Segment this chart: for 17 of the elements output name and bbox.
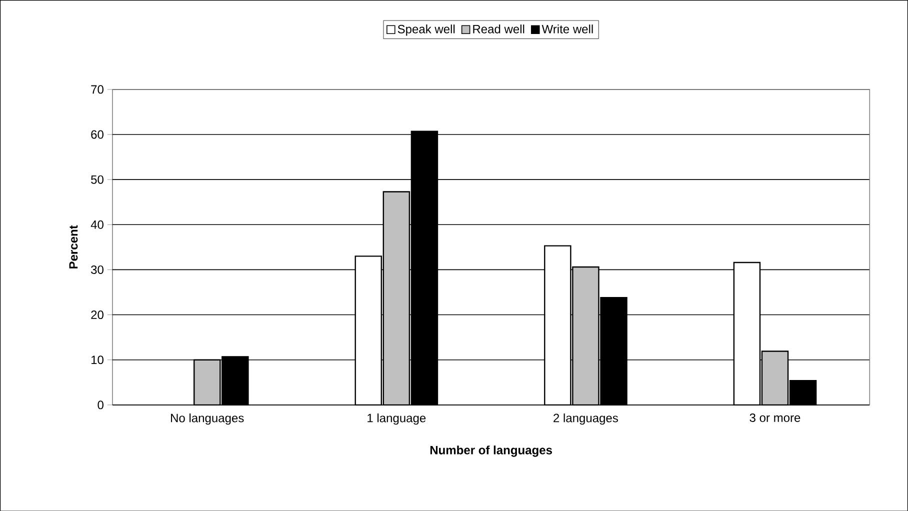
y-tick-label: 20 — [91, 310, 104, 319]
y-tick-label: 50 — [91, 175, 104, 184]
y-tick-label: 0 — [98, 400, 104, 409]
y-tick-label: 40 — [90, 220, 104, 229]
x-axis-title: Number of languages — [430, 445, 552, 457]
legend-label: Read well — [473, 24, 524, 34]
y-tick-label: 10 — [91, 355, 104, 364]
y-tick-label: 60 — [91, 130, 104, 139]
y-tick-label: 30 — [91, 265, 104, 274]
x-tick-label: No languages — [171, 413, 244, 424]
y-axis-title: Percent — [69, 225, 78, 268]
x-tick-label: 3 or more — [750, 413, 800, 422]
legend-label: Speak well — [398, 24, 455, 36]
x-tick-label: 1 language — [368, 413, 426, 424]
y-tick-label: 70 — [91, 84, 104, 94]
legend-label: Write well — [542, 24, 593, 34]
x-tick-label: 2 languages — [554, 413, 618, 424]
